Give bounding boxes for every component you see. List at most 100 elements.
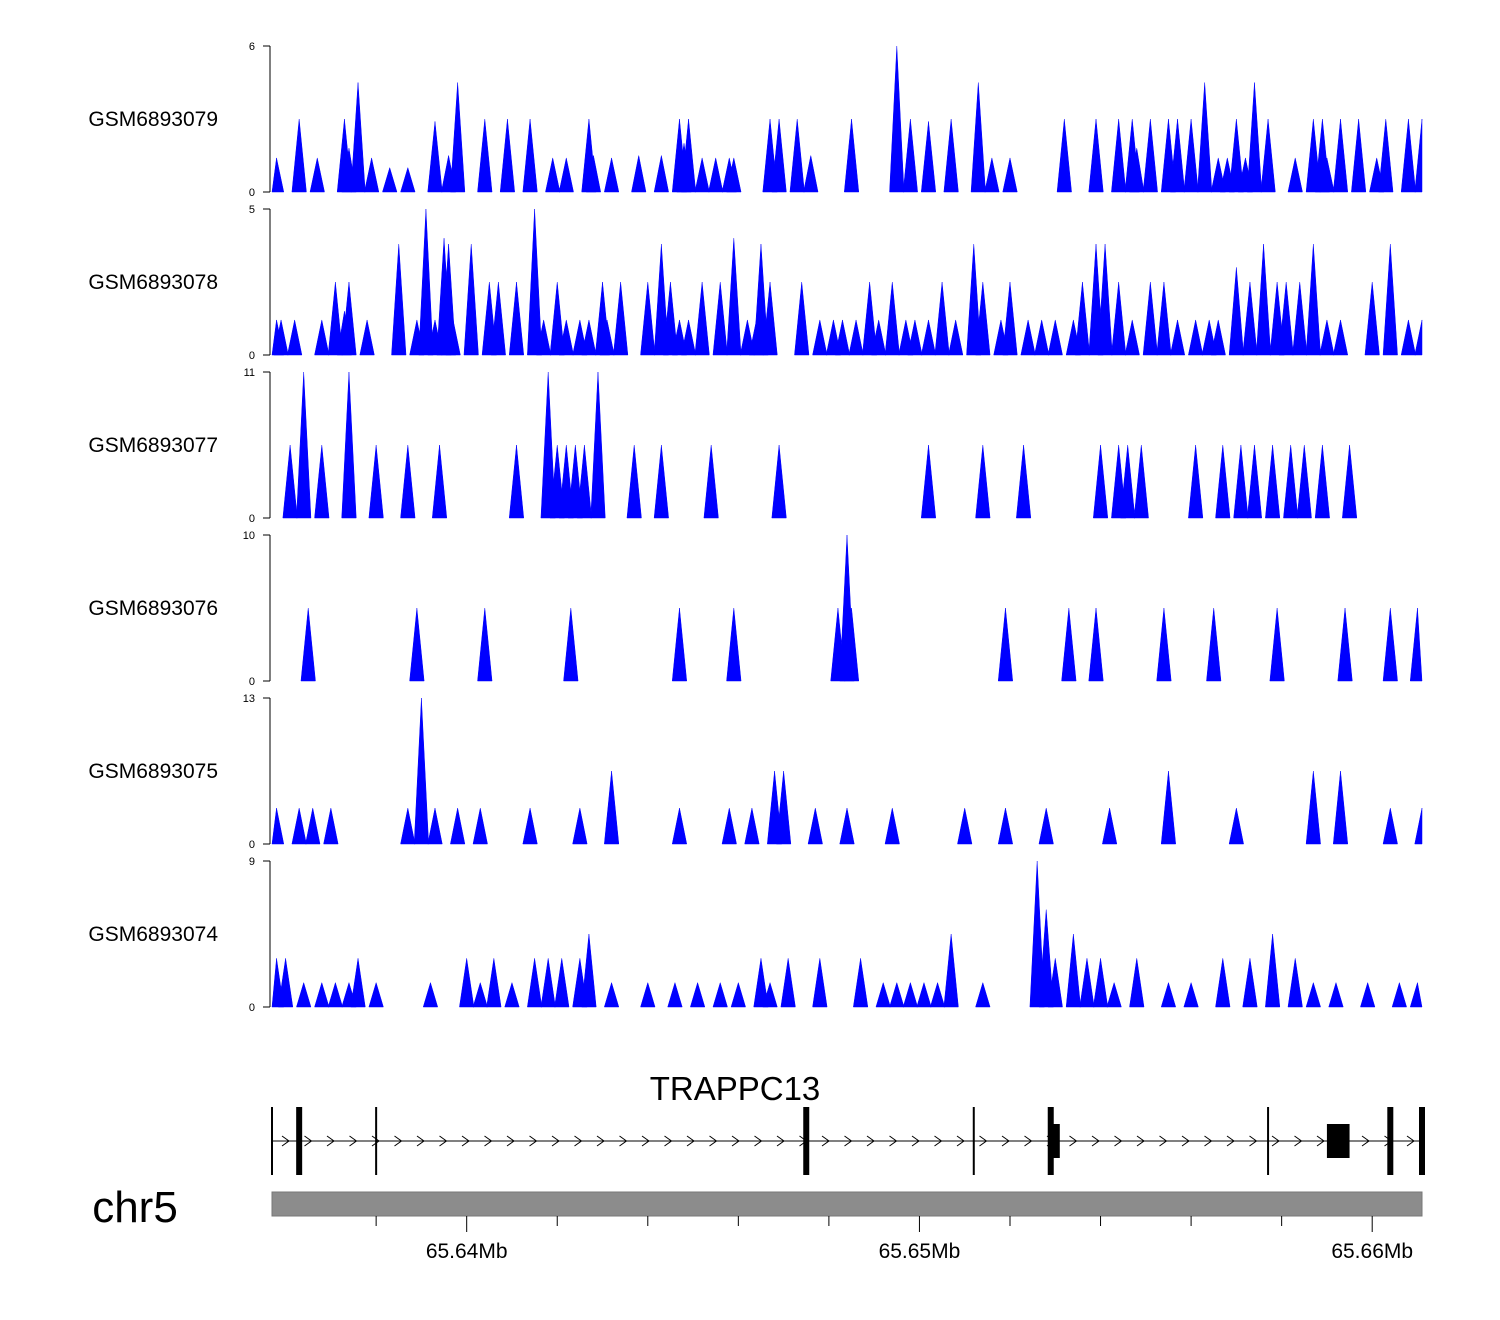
strand-arrow [1159,1135,1168,1147]
signal-peak [844,118,860,193]
strand-arrow [349,1135,358,1147]
signal-peak [287,319,303,356]
signal-peak [271,808,285,845]
strand-arrow [1361,1135,1370,1147]
signal-peak [708,157,724,193]
signal-peak [409,607,425,682]
signal-peak [1169,118,1186,193]
signal-peak [653,444,669,519]
signal-peak [966,244,982,356]
signal-peak [812,319,828,356]
signal-peak [1246,444,1263,519]
signal-peak [667,981,683,1008]
signal-peak [1296,444,1312,519]
signal-peak [1124,319,1140,356]
signal-peak [278,958,294,1008]
signal-peak [486,958,502,1008]
strand-arrow [1136,1135,1145,1147]
signal-peak [762,981,778,1008]
exon-block [803,1107,810,1175]
genomic-axis: 65.64Mb 65.65Mb 65.66Mb [375,1216,1413,1263]
signal-peak [721,808,737,845]
strand-arrow [281,1135,290,1147]
signal-peak [585,155,602,193]
signal-peak [599,319,615,356]
signal-peak [1342,444,1358,519]
signal-peak [1210,319,1226,356]
signal-peak [590,371,606,519]
exon-block [1387,1107,1394,1175]
strand-arrow [1024,1135,1033,1147]
signal-peak [957,808,973,845]
strand-arrow [619,1135,628,1147]
signal-peak [975,281,991,356]
signal-peak [527,958,543,1008]
signal-peak [1228,118,1244,193]
signal-peak [477,118,493,193]
signal-peak [1016,444,1032,519]
strand-arrow [641,1135,650,1147]
signal-peak [341,371,357,519]
signal-peak [364,157,380,193]
signal-peak [490,281,506,356]
signal-peak [1020,319,1036,356]
signal-peak [536,319,552,356]
signal-peak [671,607,688,682]
y-axis-min-label: 0 [249,676,255,688]
signal-peak [889,981,905,1008]
signal-peak [803,155,819,193]
signal-peak [671,808,688,845]
signal-peak [1215,444,1231,519]
signal-peak [400,444,416,519]
signal-peak [1129,958,1145,1008]
signal-peak [427,121,443,193]
strand-arrow [529,1135,538,1147]
signal-peak [613,281,629,356]
signal-peak [834,319,851,356]
signal-peak [902,118,918,193]
strand-arrow [551,1135,560,1147]
signal-peak [690,981,706,1008]
strand-arrow [1406,1135,1415,1147]
signal-peak [418,208,434,356]
track-label: GSM6893079 [88,108,218,131]
signal-peak [1074,281,1090,356]
strand-arrow [844,1135,853,1147]
signal-peak [771,444,787,519]
y-axis-max-label: 6 [249,41,255,53]
signal-peak [871,319,887,356]
signal-peak [1260,118,1276,193]
strand-arrow [979,1135,988,1147]
signal-peak [1283,444,1299,519]
strand-arrow [911,1135,920,1147]
signal-peak [884,281,900,356]
exon-block [375,1107,378,1175]
signal-peak [776,770,792,845]
track-label: GSM6893077 [88,434,218,457]
signal-peak [1265,933,1281,1008]
signal-peak [1414,319,1423,356]
signal-peak [558,319,574,356]
signal-peak [1242,281,1258,356]
strand-arrow [776,1135,785,1147]
signal-peak [1111,118,1127,193]
signal-peak [1047,319,1063,356]
signal-peak [291,808,307,845]
signal-peak [848,319,864,356]
signal-peak [1265,444,1281,519]
signal-peak [1278,281,1294,356]
signal-peak [1228,808,1244,845]
signal-peak [1400,319,1416,356]
signal-peak [975,444,991,519]
signal-peak [812,958,828,1008]
signal-peak [1188,444,1204,519]
signal-peak [1364,281,1380,356]
y-axis-max-label: 5 [249,204,255,216]
signal-peak [1142,118,1158,193]
signal-peak [1029,860,1045,1008]
strand-arrow [1181,1135,1190,1147]
signal-peak [1160,770,1176,845]
signal-peak [907,319,923,356]
strand-arrow [326,1135,335,1147]
signal-peak [1337,607,1353,682]
